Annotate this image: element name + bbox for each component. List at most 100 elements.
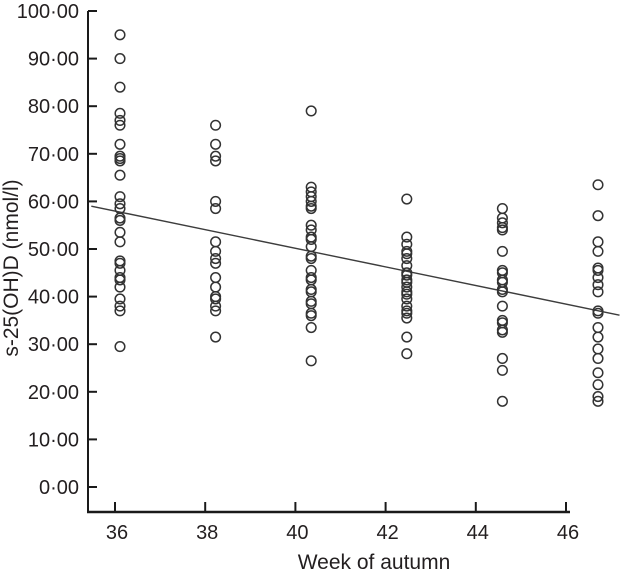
data-point [592,279,604,291]
data-point [592,286,604,298]
data-point [210,245,222,257]
data-point [592,264,604,276]
axes-group [87,10,570,514]
y-tick-label: 20·00 [28,382,79,404]
data-point [592,367,604,379]
data-point [496,326,508,338]
data-point [401,193,413,205]
data-point [496,395,508,407]
y-tick-label: 50·00 [28,239,79,261]
data-point [114,119,126,131]
data-point [496,217,508,229]
data-point [305,202,317,215]
data-point [210,195,222,207]
data-point [305,310,317,322]
data-point [114,236,126,248]
data-point [592,352,604,365]
data-point [592,391,604,403]
data-point [114,138,126,150]
data-point [114,274,126,286]
data-point [496,202,508,215]
data-point [114,169,126,181]
data-point [401,348,413,360]
data-point [496,224,508,236]
data-point [496,352,508,365]
data-point [592,307,604,319]
data-point [114,114,126,127]
y-tick-label: 60·00 [28,191,79,213]
y-tick-label: 0·00 [39,477,79,499]
data-point [114,293,126,305]
data-point [592,210,604,222]
data-point [401,252,413,265]
data-point [305,195,317,207]
data-point [592,272,604,284]
data-point [305,321,317,334]
data-point [114,29,126,41]
data-point [210,202,222,215]
data-point [592,331,604,343]
data-point [114,53,126,65]
x-tick-label: 38 [196,522,218,544]
data-point [210,150,222,162]
data-point [305,219,317,231]
data-point [401,331,413,343]
data-point [496,286,508,298]
data-point [401,293,413,305]
x-tick-label: 44 [467,522,489,544]
data-point [114,107,126,119]
data-point [114,300,126,312]
data-point [210,138,222,150]
data-point [114,81,126,93]
x-tick-label: 36 [106,522,128,544]
data-point [114,191,126,203]
y-tick-label: 30·00 [28,334,79,356]
y-tick-label: 100·00 [17,1,79,23]
data-point [305,241,317,253]
data-point [592,343,604,355]
data-point [401,231,413,243]
x-axis-label: Week of autumn [298,551,451,574]
data-point [401,269,413,281]
data-point [210,257,222,269]
trend-line-group [91,205,620,316]
data-point [496,300,508,312]
data-point [210,155,222,167]
data-point [114,214,126,226]
data-point [114,155,126,167]
data-points-group [114,29,604,407]
data-point [210,331,222,343]
data-point [210,272,222,284]
data-point [401,312,413,324]
data-point [114,281,126,293]
data-point [592,379,604,391]
y-tick-label: 80·00 [28,96,79,118]
data-point [210,252,222,265]
x-tick-label: 46 [557,522,579,544]
data-point [114,305,126,317]
data-point [114,198,126,210]
data-point [592,179,604,191]
data-point [401,307,413,319]
data-point [592,236,604,248]
data-point [114,226,126,238]
data-point [592,395,604,407]
data-point [305,233,317,246]
data-point [401,281,413,293]
y-axis-label: s-25(OH)D (nmol/l) [0,179,23,356]
data-point [496,364,508,376]
trend-line [91,205,620,316]
data-point [401,288,413,300]
tick-labels-group: 0·00 10·00 20·00 30·00 40·00 50·00 60·00 70·00 8… [17,1,579,544]
data-point [210,119,222,131]
data-point [592,321,604,334]
data-point [210,293,222,305]
data-point [114,257,126,269]
data-point [210,300,222,312]
data-point [401,248,413,260]
y-tick-label: 70·00 [28,144,79,166]
data-point [401,300,413,312]
data-point [210,281,222,293]
